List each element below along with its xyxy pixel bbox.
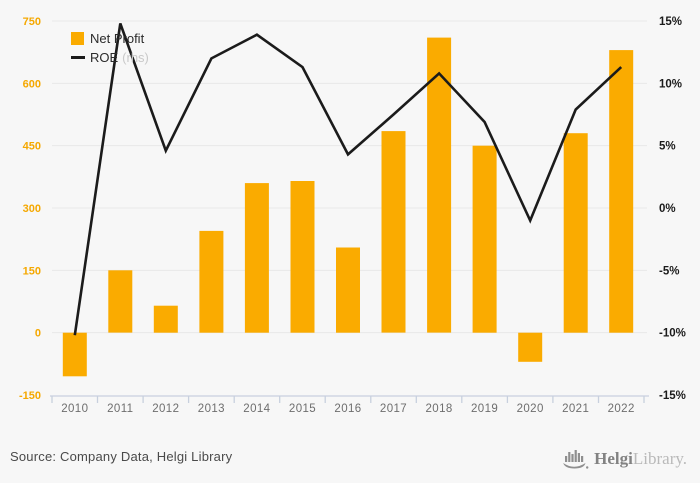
logo-text: HelgiLibrary. bbox=[594, 446, 687, 472]
helgi-library-logo: HelgiLibrary. bbox=[562, 446, 687, 472]
x-axis-label-2015: 2015 bbox=[289, 403, 316, 415]
roe-line-swatch bbox=[71, 56, 85, 59]
logo-text-library: Library. bbox=[632, 449, 687, 468]
x-axis-label-2017: 2017 bbox=[380, 403, 407, 415]
x-axis-label-2022: 2022 bbox=[608, 403, 635, 415]
y-axis-label-right: 0% bbox=[659, 203, 676, 215]
net-profit-swatch bbox=[71, 32, 84, 45]
y-axis-label-right: 15% bbox=[659, 16, 682, 28]
bar-2015 bbox=[290, 181, 315, 333]
x-axis-label-2011: 2011 bbox=[107, 403, 133, 415]
bar-2012 bbox=[153, 305, 178, 333]
chart-canvas: 750 600 450 300 150 0 -150 15% 10% 5% 0% -5% -10% -15… bbox=[19, 16, 686, 415]
bar-2020 bbox=[518, 332, 543, 362]
x-axis-label-2012: 2012 bbox=[152, 403, 179, 415]
bar-2014 bbox=[244, 183, 269, 333]
x-axis-label-2010: 2010 bbox=[61, 403, 88, 415]
legend-label-net-profit: Net Profit bbox=[90, 31, 145, 46]
y-axis-label-left: 0 bbox=[35, 328, 41, 340]
legend-label-roe: ROE (rhs) bbox=[90, 50, 149, 65]
y-axis-label-right: 10% bbox=[659, 78, 682, 90]
y-axis-label-left: -150 bbox=[19, 390, 41, 402]
chart-legend: Net Profit ROE (rhs) bbox=[71, 29, 149, 67]
y-axis-label-left: 750 bbox=[23, 16, 41, 28]
roe-line bbox=[73, 23, 623, 336]
legend-item-net-profit: Net Profit bbox=[71, 29, 149, 48]
bar-2022 bbox=[609, 50, 634, 333]
helgi-ship-icon bbox=[563, 449, 589, 469]
x-axis-label-2018: 2018 bbox=[426, 403, 453, 415]
x-axis-label-2020: 2020 bbox=[517, 403, 544, 415]
y-axis-label-left: 600 bbox=[23, 78, 41, 90]
x-axis-label-2019: 2019 bbox=[471, 403, 498, 415]
bar-2017 bbox=[381, 131, 406, 333]
bar-2010 bbox=[62, 332, 87, 377]
y-axis-label-left: 150 bbox=[23, 265, 41, 277]
x-axis-label-2014: 2014 bbox=[243, 403, 270, 415]
source-text: Source: Company Data, Helgi Library bbox=[10, 449, 233, 464]
y-axis-label-right: -10% bbox=[659, 328, 686, 340]
y-axis-label-right: -5% bbox=[659, 265, 679, 277]
bar-2021 bbox=[563, 133, 588, 333]
roe-label-main: ROE bbox=[90, 50, 119, 65]
y-axis-label-left: 300 bbox=[23, 203, 41, 215]
y-axis-label-right: 5% bbox=[659, 141, 676, 153]
y-axis-label-left: 450 bbox=[23, 141, 41, 153]
bar-2019 bbox=[472, 145, 497, 333]
x-axis-label-2013: 2013 bbox=[198, 403, 225, 415]
y-axis-label-right: -15% bbox=[659, 390, 686, 402]
legend-item-roe: ROE (rhs) bbox=[71, 48, 149, 67]
bar-2013 bbox=[199, 230, 224, 333]
bar-2018 bbox=[427, 37, 452, 333]
x-axis-label-2021: 2021 bbox=[562, 403, 589, 415]
logo-text-helgi: Helgi bbox=[594, 449, 633, 468]
bar-2016 bbox=[336, 247, 360, 333]
bar-2011 bbox=[108, 270, 133, 333]
x-axis-label-2016: 2016 bbox=[334, 403, 361, 415]
roe-label-suffix: (rhs) bbox=[122, 50, 149, 65]
